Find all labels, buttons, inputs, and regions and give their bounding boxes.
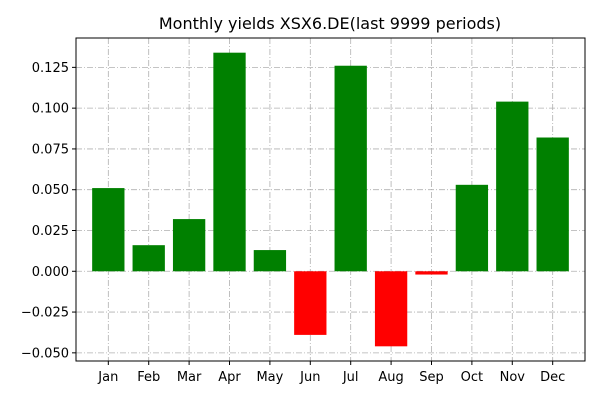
bar-nov [496,101,529,272]
x-tick-label-mar: Mar [177,370,202,385]
plot-frame [75,37,586,362]
axes: −0.050 −0.025 0.000 0.025 0.050 0.075 0.100 0.1… [21,37,586,385]
x-tick-label-jun: Jun [299,370,320,385]
x-tick-label-oct: Oct [461,370,483,385]
bar-mar [172,219,206,272]
y-tick-label-0: −0.050 [21,346,69,361]
bar-oct [455,184,489,272]
bar-jun [294,271,327,335]
chart-title: Monthly yields XSX6.DE(last 9999 periods… [159,14,501,33]
x-tick-label-apr: Apr [218,370,241,385]
x-tick-label-nov: Nov [500,370,526,385]
bar-may [253,250,287,272]
y-tick-label-4: 0.050 [32,183,69,198]
bar-feb [132,245,165,272]
bar-apr [213,52,246,272]
x-tick-label-may: May [256,370,283,385]
x-tick-label-aug: Aug [378,370,403,385]
bar-sep [415,271,448,275]
y-tick-label-2: 0.000 [32,265,69,280]
x-tick-label-sep: Sep [419,370,444,385]
bar-jan [92,188,125,272]
y-tick-label-5: 0.075 [32,142,69,157]
bar-dec [536,137,569,272]
x-tick-label-feb: Feb [137,370,160,385]
x-tick-label-jul: Jul [342,370,359,385]
y-tick-label-6: 0.100 [32,102,69,117]
bar-aug [374,271,408,347]
x-tick-label-dec: Dec [540,370,565,385]
bar-jul [334,65,367,272]
y-tick-label-1: −0.025 [21,306,69,321]
y-tick-label-7: 0.125 [32,61,69,76]
bars [92,52,569,347]
y-tick-label-3: 0.025 [32,224,69,239]
x-tick-label-jan: Jan [97,370,118,385]
